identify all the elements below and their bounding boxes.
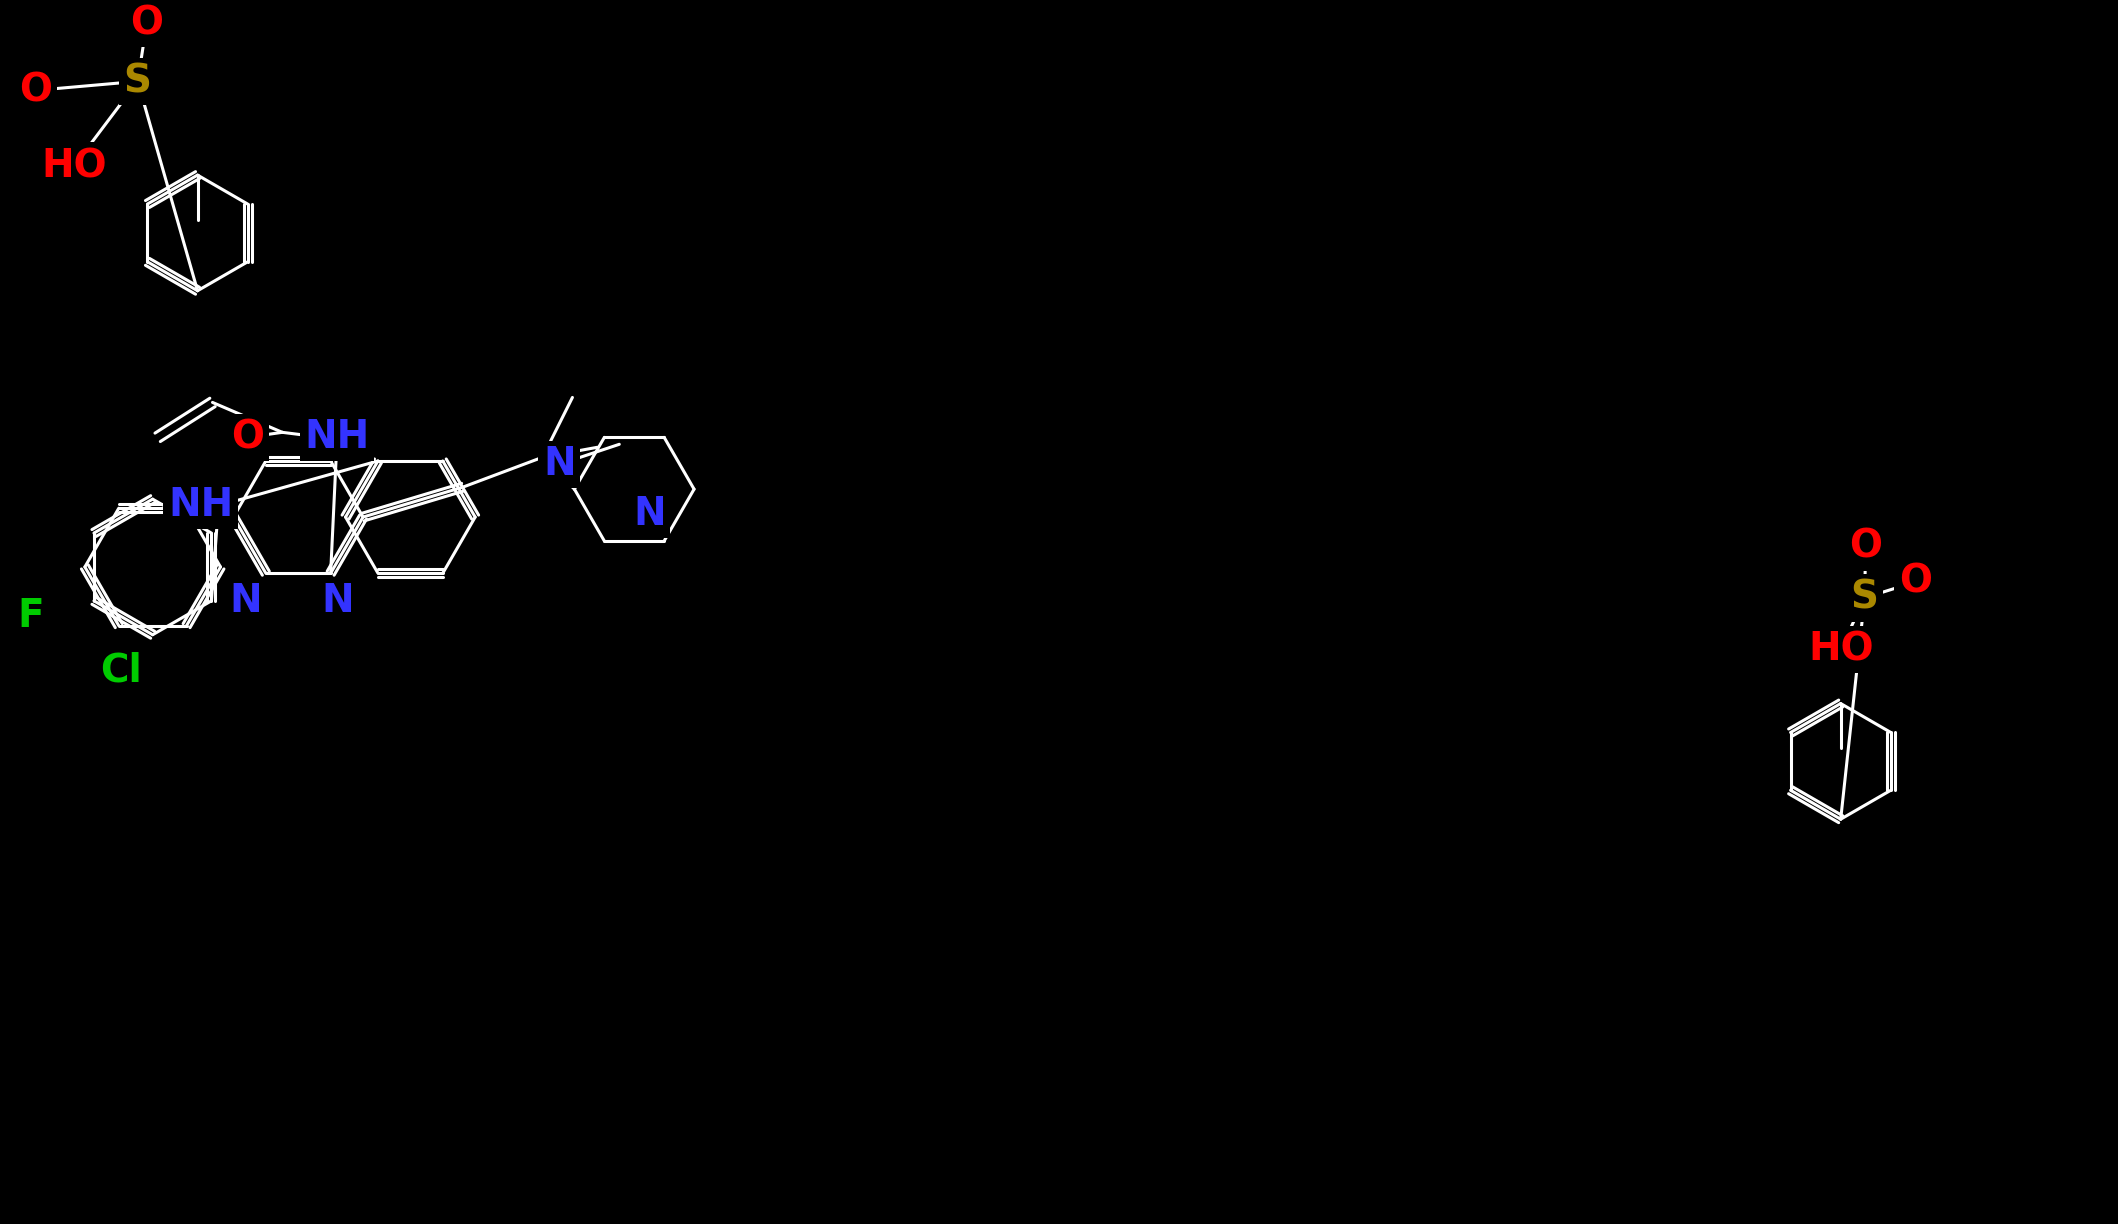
Text: S: S — [1851, 579, 1879, 617]
Text: N: N — [542, 446, 576, 483]
Text: HO: HO — [40, 147, 106, 185]
Text: NH: NH — [167, 486, 233, 524]
Text: O: O — [1900, 563, 1932, 601]
Text: O: O — [19, 71, 53, 109]
Text: O: O — [231, 419, 265, 457]
Text: F: F — [17, 597, 44, 635]
Text: Cl: Cl — [100, 651, 142, 689]
Text: N: N — [229, 581, 263, 619]
Text: NH: NH — [305, 419, 371, 457]
Text: S: S — [123, 62, 152, 100]
Text: N: N — [322, 581, 354, 619]
Text: O: O — [129, 5, 163, 43]
Text: N: N — [633, 494, 665, 534]
Text: HO: HO — [1809, 630, 1874, 668]
Text: O: O — [1849, 528, 1883, 565]
